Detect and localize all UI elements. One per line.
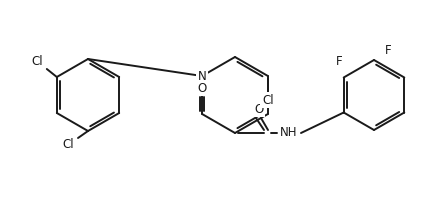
Text: NH: NH bbox=[279, 127, 297, 140]
Text: Cl: Cl bbox=[62, 138, 74, 151]
Text: Cl: Cl bbox=[262, 93, 273, 107]
Text: O: O bbox=[254, 103, 263, 115]
Text: O: O bbox=[197, 82, 206, 94]
Text: Cl: Cl bbox=[31, 54, 43, 68]
Text: F: F bbox=[384, 44, 390, 56]
Text: F: F bbox=[334, 55, 341, 68]
Text: N: N bbox=[197, 69, 206, 83]
